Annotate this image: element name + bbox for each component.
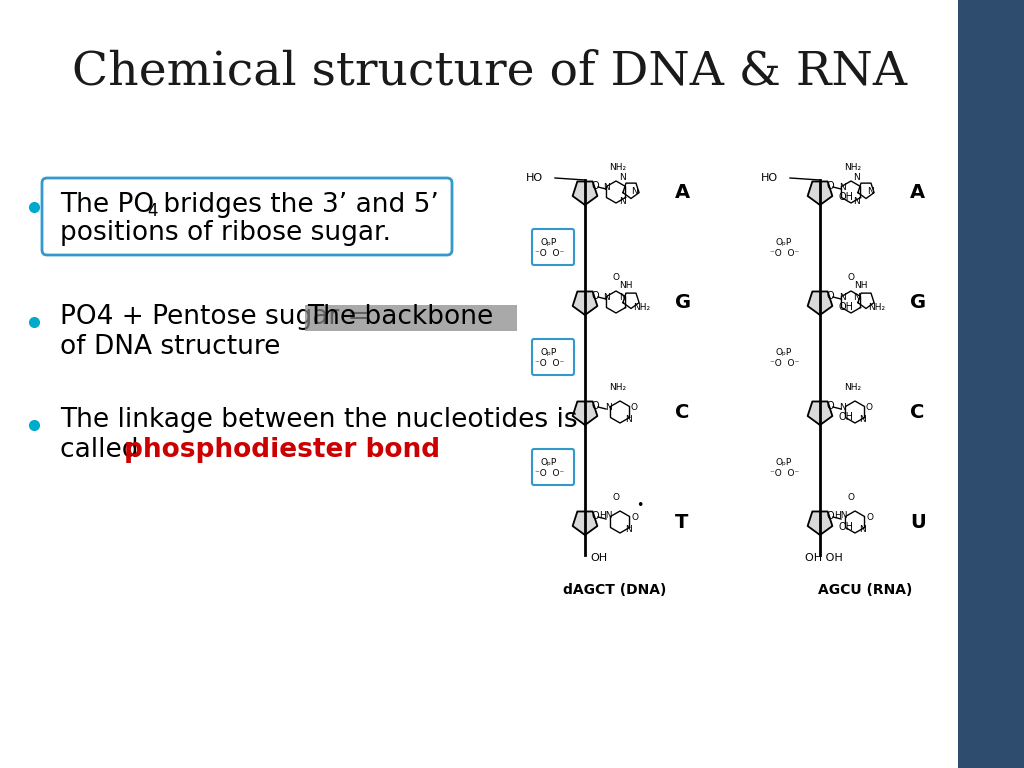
Text: O: O [612,494,620,502]
Text: N: N [839,293,846,303]
Text: N: N [618,174,626,183]
Text: •: • [636,498,644,511]
Text: O: O [848,494,854,502]
Text: ⁻O  O⁻: ⁻O O⁻ [536,359,564,369]
Text: O: O [631,402,638,412]
Text: N: N [854,197,860,206]
Text: O: O [826,401,834,411]
Polygon shape [572,402,597,425]
Text: O: O [591,511,599,521]
Text: ⁻O  O⁻: ⁻O O⁻ [770,250,800,259]
Text: of DNA structure: of DNA structure [60,334,281,360]
Text: NH₂: NH₂ [609,164,627,173]
Text: bridges the 3’ and 5’: bridges the 3’ and 5’ [155,192,439,218]
Text: NH₂: NH₂ [845,383,861,392]
Text: O: O [866,512,873,521]
Text: NH₂: NH₂ [868,303,886,312]
Text: ⁻O  O⁻: ⁻O O⁻ [770,469,800,478]
Text: O: O [826,291,834,301]
Text: A: A [910,183,925,201]
Polygon shape [808,181,833,205]
Text: N: N [854,293,860,302]
Text: NH₂: NH₂ [609,383,627,392]
Text: OₚP: OₚP [776,237,793,247]
Text: O: O [591,291,599,301]
Text: ⁻O  O⁻: ⁻O O⁻ [770,359,800,369]
Text: dAGCT (DNA): dAGCT (DNA) [563,583,667,597]
Text: N: N [854,174,860,183]
Text: N: N [632,187,638,197]
Text: The PO: The PO [60,192,155,218]
Text: O: O [826,181,834,191]
Text: C: C [675,402,689,422]
Text: N: N [839,184,846,193]
Text: OₚP: OₚP [541,347,557,356]
Text: OH OH: OH OH [805,553,843,563]
Text: O: O [848,273,854,283]
Text: O: O [591,181,599,191]
Text: OH: OH [839,192,853,202]
Text: G: G [910,293,926,312]
Text: A: A [675,183,690,201]
Bar [958,0,1024,768]
Text: HN: HN [835,511,848,519]
Text: positions of ribose sugar.: positions of ribose sugar. [60,220,391,246]
Text: N: N [866,187,873,197]
Text: OₚP: OₚP [541,458,557,466]
Text: OH: OH [590,553,607,563]
Text: 4: 4 [147,202,158,220]
Text: N: N [859,415,866,423]
Text: NH: NH [620,282,633,290]
Text: N: N [618,293,626,302]
Text: N: N [625,525,632,534]
Text: OₚP: OₚP [776,347,793,356]
Text: OH: OH [839,302,853,312]
Text: NH₂: NH₂ [634,303,650,312]
Text: O: O [612,273,620,283]
FancyBboxPatch shape [532,229,574,265]
Text: O: O [632,512,639,521]
Text: O: O [865,402,872,412]
Text: HN: HN [599,511,612,519]
Text: ⁻O  O⁻: ⁻O O⁻ [536,469,564,478]
Text: O: O [591,401,599,411]
Text: U: U [910,512,926,531]
Text: N: N [625,415,632,423]
FancyBboxPatch shape [532,339,574,375]
Text: The linkage between the nucleotides is: The linkage between the nucleotides is [60,407,578,433]
Text: NH₂: NH₂ [845,164,861,173]
Text: N: N [603,293,610,303]
FancyBboxPatch shape [532,449,574,485]
Polygon shape [808,402,833,425]
Text: N: N [618,197,626,206]
Text: The backbone: The backbone [307,304,494,330]
Text: OH: OH [839,412,853,422]
Text: OₚP: OₚP [776,458,793,466]
Text: NH: NH [854,282,867,290]
Text: phosphodiester bond: phosphodiester bond [124,437,440,463]
Text: O: O [826,511,834,521]
Text: N: N [840,403,847,412]
Text: AGCU (RNA): AGCU (RNA) [818,583,912,597]
Text: PO4 + Pentose sugar =: PO4 + Pentose sugar = [60,304,378,330]
Polygon shape [808,511,833,535]
Text: T: T [675,512,688,531]
Text: N: N [859,525,866,534]
Text: ⁻O  O⁻: ⁻O O⁻ [536,250,564,259]
Text: N: N [604,403,611,412]
Polygon shape [572,511,597,535]
Bar [305,305,517,331]
Polygon shape [572,292,597,315]
Polygon shape [808,292,833,315]
Text: HO: HO [761,173,778,183]
Polygon shape [572,181,597,205]
Text: C: C [910,402,925,422]
Text: G: G [675,293,691,312]
Text: OH: OH [839,522,853,532]
Text: Chemical structure of DNA & RNA: Chemical structure of DNA & RNA [73,49,907,94]
Text: OₚP: OₚP [541,237,557,247]
Text: N: N [603,184,610,193]
Text: HO: HO [526,173,543,183]
Text: called: called [60,437,146,463]
